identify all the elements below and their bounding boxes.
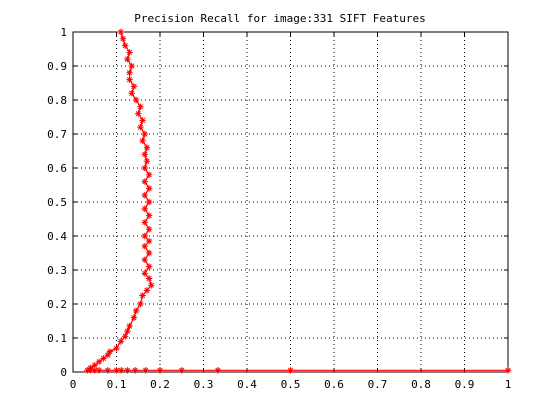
y-tick-label: 0.2 [47,298,67,311]
x-tick-label: 0.6 [324,378,344,391]
data-point [143,158,151,165]
data-point [126,76,133,83]
data-point [141,219,148,226]
data-point [137,103,144,110]
data-point [145,275,153,282]
data-point [145,171,153,178]
chart-title: Precision Recall for image:331 SIFT Feat… [134,12,426,25]
x-tick-label: 0.1 [107,378,127,391]
data-point [132,367,139,374]
data-point [156,367,164,374]
x-tick-label: 0.2 [150,378,170,391]
data-point [145,198,153,206]
data-point [132,307,140,314]
data-point [139,117,146,124]
y-tick-label: 0.1 [47,332,67,345]
data-point [141,164,148,172]
data-point [143,287,151,294]
y-tick-label: 0.4 [47,230,67,243]
y-tick-label: 0.7 [47,128,67,141]
data-point [113,345,120,352]
data-point [128,62,135,70]
data-point [139,292,146,299]
data-point [139,137,146,144]
data-point [145,185,153,192]
data-point [106,348,114,355]
data-point [130,83,138,90]
x-tick-label: 0.3 [194,378,214,391]
data-point [141,178,148,185]
data-point [87,364,94,372]
data-point [141,192,148,199]
y-tick-label: 1 [60,26,67,39]
data-point [143,144,151,151]
data-point [145,212,153,219]
data-point [117,28,125,36]
data-point [287,367,294,374]
data-point [145,237,153,245]
data-point [117,338,125,345]
x-tick-label: 0.8 [411,378,431,391]
x-tick-label: 1 [505,378,512,391]
data-point [141,243,148,250]
data-point [104,367,111,374]
data-point [124,328,131,335]
data-point [130,314,138,321]
data-point [122,42,129,49]
data-point [91,362,98,369]
data-point [119,35,127,42]
y-tick-label: 0 [60,366,67,379]
data-point [104,351,111,359]
y-tick-label: 0.9 [47,60,67,73]
data-point [148,282,155,289]
y-tick-label: 0.8 [47,94,67,107]
data-point [141,232,148,240]
data-point [145,263,153,270]
data-point [124,367,131,374]
data-point [145,226,153,233]
data-point [137,124,144,131]
data-point [122,333,129,340]
data-point [132,96,140,104]
data-point [141,130,148,138]
data-point [145,249,153,257]
y-tick-label: 0.5 [47,196,67,209]
data-point [126,69,133,76]
x-tick-label: 0.7 [368,378,388,391]
data-point [141,270,148,277]
y-tick-label: 0.6 [47,162,67,175]
data-point [95,367,103,374]
x-tick-label: 0.5 [281,378,301,391]
data-point [124,56,131,63]
x-tick-label: 0.9 [455,378,475,391]
data-point [141,256,148,263]
data-point [504,367,512,374]
data-point [178,367,185,374]
x-tick-label: 0 [70,378,77,391]
data-point [141,205,148,212]
data-point [126,322,133,330]
data-point [126,49,133,56]
data-point [135,110,142,117]
data-point [95,358,103,365]
y-tick-label: 0.3 [47,264,67,277]
data-point [100,355,107,362]
data-point [214,367,222,374]
x-tick-label: 0.4 [237,378,257,391]
data-point [137,300,144,308]
data-point [141,151,148,158]
data-point [142,367,149,374]
data-point [113,367,120,374]
data-point [128,90,135,97]
